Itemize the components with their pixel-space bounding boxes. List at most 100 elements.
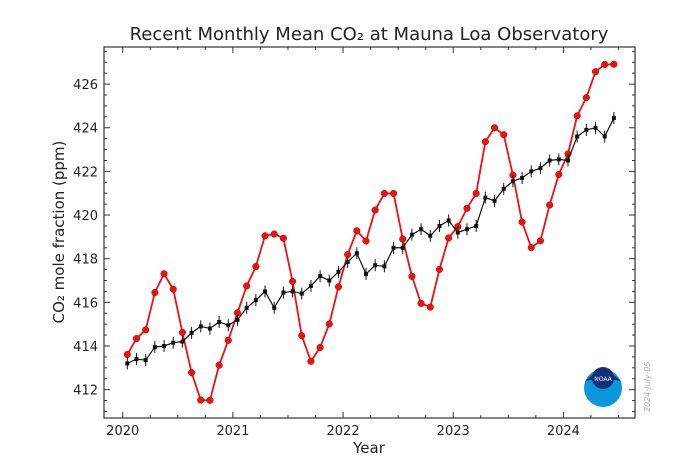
data-point: [235, 317, 240, 322]
datestamp: 2024-July-05: [643, 362, 652, 412]
y-tick-label: 414: [73, 340, 98, 355]
data-point: [538, 166, 543, 171]
y-tick-label: 424: [73, 122, 98, 137]
x-axis-label: Year: [352, 439, 386, 457]
data-point: [252, 262, 260, 271]
data-point: [492, 198, 497, 203]
data-point: [527, 244, 535, 252]
data-point: [409, 232, 414, 237]
data-point: [217, 319, 222, 324]
data-point: [327, 278, 332, 283]
data-point: [445, 234, 453, 242]
data-point: [178, 328, 186, 337]
data-point: [261, 232, 269, 240]
logo-text: NOAA: [594, 376, 612, 383]
data-point: [336, 269, 341, 274]
data-point: [555, 170, 563, 178]
data-point: [207, 326, 212, 331]
data-point: [132, 335, 141, 343]
data-point: [198, 324, 203, 329]
data-point: [325, 320, 333, 328]
data-point: [575, 134, 580, 139]
data-point: [602, 134, 607, 139]
data-point: [142, 326, 150, 334]
data-point: [390, 189, 398, 197]
data-point: [308, 283, 313, 288]
data-point: [253, 298, 258, 303]
x-tick-label: 2022: [327, 424, 360, 439]
data-point: [591, 68, 600, 76]
data-point: [483, 195, 488, 200]
data-point: [464, 227, 469, 232]
data-point: [481, 138, 489, 146]
data-point: [380, 189, 388, 197]
y-tick-label: 420: [73, 209, 98, 224]
data-point: [518, 218, 526, 226]
data-point: [151, 288, 159, 297]
data-point: [611, 115, 616, 120]
x-tick-label: 2020: [106, 424, 139, 439]
data-point: [437, 223, 442, 228]
data-point: [371, 206, 379, 214]
data-point: [529, 169, 534, 174]
data-point: [188, 369, 196, 377]
chart-title: Recent Monthly Mean CO₂ at Mauna Loa Obs…: [130, 24, 609, 45]
data-point: [125, 361, 130, 366]
data-point: [472, 189, 480, 197]
data-point: [162, 343, 167, 348]
data-point: [298, 332, 306, 340]
data-point: [180, 339, 185, 344]
data-point: [573, 112, 581, 120]
data-point: [610, 60, 618, 68]
data-point: [263, 289, 268, 294]
data-point: [123, 350, 131, 359]
data-point: [501, 186, 506, 191]
data-point: [601, 60, 609, 69]
data-point: [565, 158, 570, 163]
data-point: [382, 264, 387, 269]
data-point: [399, 235, 407, 243]
data-point: [584, 127, 589, 132]
data-point: [373, 263, 378, 268]
noaa-logo: NOAA: [584, 367, 622, 407]
data-point: [426, 303, 434, 311]
y-tick-label: 422: [73, 165, 98, 180]
data-point: [556, 157, 561, 162]
data-point: [419, 227, 424, 232]
y-tick-label: 426: [73, 78, 98, 93]
data-point: [281, 290, 286, 295]
data-point: [490, 124, 499, 132]
data-point: [400, 245, 405, 250]
data-point: [546, 201, 554, 209]
data-point: [289, 277, 297, 285]
data-point: [547, 158, 552, 163]
data-point: [362, 237, 370, 245]
data-point: [428, 233, 433, 238]
data-point: [354, 251, 359, 256]
data-point: [224, 336, 232, 344]
data-point: [307, 357, 315, 365]
data-point: [215, 361, 223, 369]
data-point: [272, 305, 277, 310]
series-line-0: [126, 63, 614, 402]
data-point: [143, 358, 148, 363]
plot-area: 2020 2021 2022 2023 2024 412 414 416 418 420 422 42…: [73, 46, 636, 439]
data-point: [189, 330, 194, 335]
y-tick-label: 416: [73, 296, 98, 311]
data-point: [408, 272, 416, 280]
data-point: [290, 289, 295, 294]
x-tick-label: 2021: [216, 424, 249, 439]
data-point: [169, 285, 177, 293]
data-point: [243, 282, 251, 290]
data-point: [160, 270, 168, 278]
data-point: [455, 230, 460, 235]
data-point: [391, 245, 396, 250]
data-point: [244, 305, 249, 310]
data-point: [536, 237, 544, 245]
y-tick-label: 412: [73, 384, 98, 399]
data-point: [279, 234, 287, 242]
data-point: [318, 274, 323, 279]
data-point: [520, 175, 525, 180]
y-axis-label: CO₂ mole fraction (ppm): [50, 141, 68, 324]
